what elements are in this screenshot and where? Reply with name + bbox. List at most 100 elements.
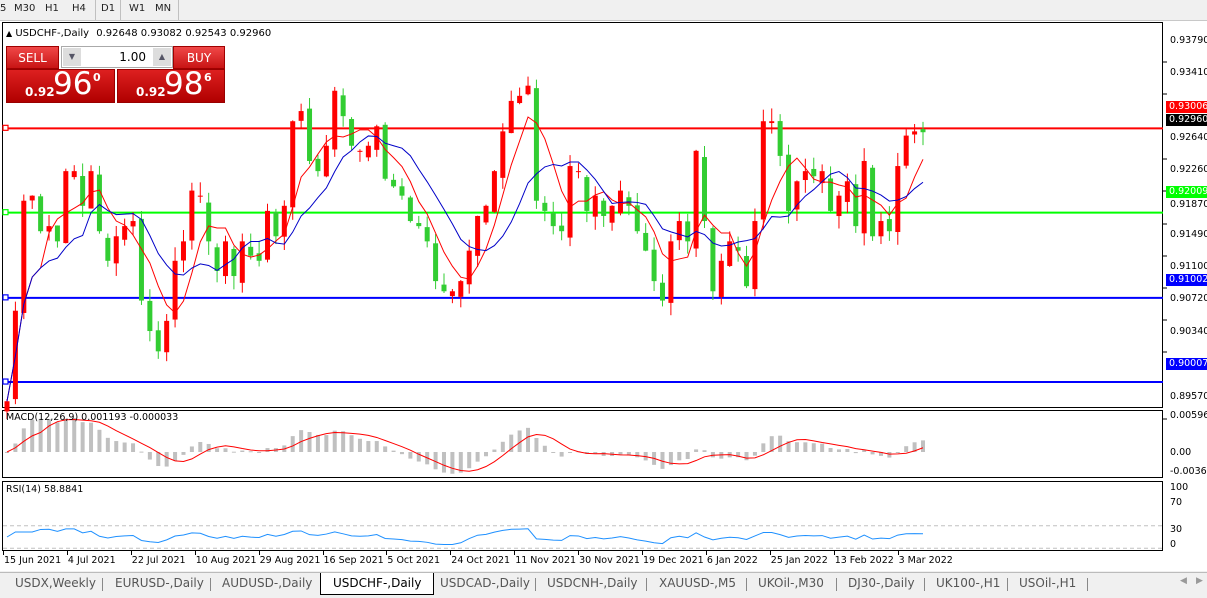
macd-histogram-bar: [526, 427, 531, 452]
candle-body: [323, 145, 329, 177]
candle-body: [811, 168, 817, 177]
candle-body: [416, 223, 422, 227]
candle-body: [702, 157, 708, 222]
candle-body: [222, 241, 228, 277]
macd-histogram-bar: [265, 448, 270, 452]
macd-histogram-bar: [878, 452, 883, 456]
macd-histogram-bar: [509, 434, 514, 452]
timeframe-h1[interactable]: H1: [45, 3, 59, 14]
macd-histogram-bar: [114, 441, 119, 452]
candle-body: [710, 228, 716, 292]
level-handle-icon: [2, 294, 9, 301]
candle-body: [500, 131, 506, 178]
macd-histogram-bar: [257, 452, 262, 453]
tab-usoil-h1[interactable]: USOil-,H1: [1019, 576, 1077, 590]
tab-dj30-daily[interactable]: DJ30-,Daily: [848, 576, 915, 590]
chart-canvas: [2, 61, 1167, 549]
candle-body: [88, 171, 94, 209]
candle-body: [752, 221, 758, 290]
candle-body: [870, 167, 876, 237]
candle-body: [601, 200, 607, 216]
ma-slow-line: [6, 135, 924, 402]
candle-body: [239, 241, 245, 283]
candle-body: [651, 249, 657, 282]
tab-divider: [535, 578, 536, 591]
timeframe-m30[interactable]: M30: [14, 3, 36, 14]
macd-histogram-bar: [5, 452, 9, 453]
scroll-right-icon[interactable]: ▶: [1196, 576, 1203, 586]
candle-body: [912, 131, 918, 135]
macd-histogram-bar: [660, 452, 665, 469]
candle-body: [744, 256, 750, 287]
candle-body: [517, 95, 523, 104]
candle-body: [265, 210, 271, 260]
macd-histogram-bar: [694, 449, 699, 452]
macd-histogram-bar: [374, 441, 379, 452]
tab-eurusd-daily[interactable]: EURUSD-,Daily: [115, 576, 204, 590]
level-handle-icon: [2, 378, 9, 385]
candle-body: [374, 126, 380, 150]
candle-body: [138, 218, 144, 301]
candle-body: [769, 121, 775, 124]
candle-body: [197, 195, 203, 197]
timeframe-d1[interactable]: D1: [101, 3, 116, 14]
candle-body: [643, 232, 649, 251]
tab-ukoil-m30[interactable]: UKOil-,M30: [758, 576, 824, 590]
candle-body: [332, 90, 338, 150]
candle-body: [206, 202, 212, 242]
candle-body: [122, 226, 128, 240]
candle-body: [63, 171, 69, 244]
macd-histogram-bar: [173, 452, 178, 461]
tab-divider: [746, 578, 747, 591]
macd-histogram-bar: [811, 443, 816, 452]
macd-histogram-bar: [500, 441, 505, 452]
macd-histogram-bar: [332, 430, 337, 452]
candle-body: [96, 174, 102, 232]
tab-divider: [924, 578, 925, 591]
candle-body: [491, 171, 497, 212]
macd-histogram-bar: [467, 452, 472, 469]
macd-histogram-bar: [635, 452, 640, 458]
macd-histogram-bar: [366, 441, 371, 452]
timeframe-w1[interactable]: W1: [129, 3, 146, 14]
tab-usdchf-daily[interactable]: USDCHF-,Daily: [320, 573, 435, 595]
chart-tabs: USDX,Weekly EURUSD-,Daily AUDUSD-,Daily …: [0, 572, 1207, 595]
macd-histogram-bar: [307, 432, 312, 452]
macd-histogram-bar: [685, 452, 690, 459]
candle-body: [340, 95, 346, 117]
timeframe-h4[interactable]: H4: [72, 3, 86, 14]
candle-body: [693, 150, 699, 249]
macd-histogram-bar: [870, 452, 875, 455]
candle-body: [130, 221, 136, 227]
tab-audusd-daily[interactable]: AUDUSD-,Daily: [222, 576, 313, 590]
macd-histogram-bar: [206, 443, 211, 452]
tab-usdcad-daily[interactable]: USDCAD-,Daily: [440, 576, 530, 590]
scroll-left-icon[interactable]: ◀: [1180, 576, 1187, 586]
candle-body: [231, 248, 237, 277]
macd-histogram-bar: [836, 449, 841, 452]
macd-histogram-bar: [853, 452, 858, 454]
macd-pane[interactable]: [2, 410, 1163, 478]
macd-histogram-bar: [794, 442, 799, 452]
timeframe-m5[interactable]: 5: [0, 3, 7, 14]
macd-histogram-bar: [559, 452, 564, 457]
candle-body: [895, 166, 901, 232]
rsi-pane[interactable]: [2, 481, 1163, 551]
tab-usdx-weekly[interactable]: USDX,Weekly: [15, 576, 96, 590]
macd-histogram-bar: [618, 452, 623, 455]
ma-fast-line: [6, 116, 924, 402]
timeframe-mn[interactable]: MN: [155, 3, 172, 14]
tab-usdcnh-daily[interactable]: USDCNH-,Daily: [547, 576, 638, 590]
tab-divider: [1007, 578, 1008, 591]
candle-body: [147, 300, 153, 332]
macd-histogram-bar: [105, 437, 110, 452]
macd-histogram-bar: [441, 452, 446, 473]
candle-body: [298, 111, 304, 121]
macd-histogram-bar: [72, 418, 77, 452]
tab-uk100-h1[interactable]: UK100-,H1: [936, 576, 1001, 590]
macd-histogram-bar: [122, 442, 127, 452]
macd-histogram-bar: [248, 451, 253, 453]
candle-body: [349, 119, 355, 146]
candle-body: [449, 291, 455, 297]
tab-xauusd-m5[interactable]: XAUUSD-,M5: [659, 576, 736, 590]
